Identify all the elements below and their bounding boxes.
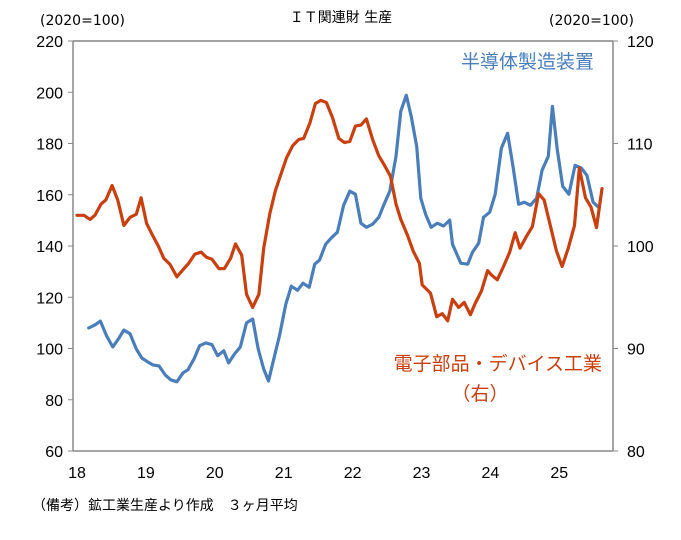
left-tick-label: 80 bbox=[45, 393, 63, 410]
chart-title: ＩＴ関連財 生産 bbox=[290, 10, 392, 26]
left-axis-ticks: 60 80 100 120 140 160 180 200 220 bbox=[36, 34, 73, 461]
left-tick-label: 120 bbox=[36, 290, 63, 307]
left-tick-label: 60 bbox=[45, 444, 63, 461]
x-tick-label: 21 bbox=[275, 465, 293, 482]
x-tick-label: 23 bbox=[413, 465, 431, 482]
right-tick-label: 110 bbox=[627, 137, 653, 154]
left-tick-label: 160 bbox=[36, 188, 63, 205]
right-tick-label: 120 bbox=[627, 34, 654, 51]
series-label-electronic-parts-right: （右） bbox=[451, 383, 508, 405]
source-note: （備考）鉱工業生産より作成 ３ヶ月平均 bbox=[32, 497, 298, 514]
right-tick-label: 80 bbox=[627, 444, 645, 461]
left-tick-label: 140 bbox=[36, 239, 63, 256]
left-tick-label: 220 bbox=[36, 34, 63, 51]
x-tick-label: 22 bbox=[344, 465, 362, 482]
series-layer bbox=[75, 93, 604, 384]
series-line-semiconductor-equipment bbox=[87, 93, 601, 384]
series-label-semiconductor: 半導体製造装置 bbox=[461, 51, 594, 73]
right-tick-label: 90 bbox=[627, 342, 645, 359]
plot-frame bbox=[72, 40, 614, 452]
x-tick-label: 24 bbox=[482, 465, 500, 482]
right-axis-ticks: 80 90 100 110 120 bbox=[613, 34, 654, 461]
left-tick-label: 200 bbox=[36, 85, 63, 102]
left-tick-label: 100 bbox=[36, 342, 63, 359]
left-tick-label: 180 bbox=[36, 137, 63, 154]
x-tick-label: 25 bbox=[550, 465, 568, 482]
right-unit-label: (2020=100) bbox=[549, 13, 634, 29]
x-axis-ticks: 18 19 20 21 22 23 24 25 bbox=[68, 465, 568, 482]
left-unit-label: (2020=100) bbox=[40, 13, 125, 29]
series-label-electronic-parts: 電子部品・デバイス工業 bbox=[394, 353, 602, 375]
x-tick-label: 20 bbox=[206, 465, 224, 482]
x-tick-label: 19 bbox=[137, 465, 155, 482]
right-tick-label: 100 bbox=[627, 239, 654, 256]
series-line-electronic-parts bbox=[75, 98, 604, 323]
x-tick-label: 18 bbox=[68, 465, 86, 482]
